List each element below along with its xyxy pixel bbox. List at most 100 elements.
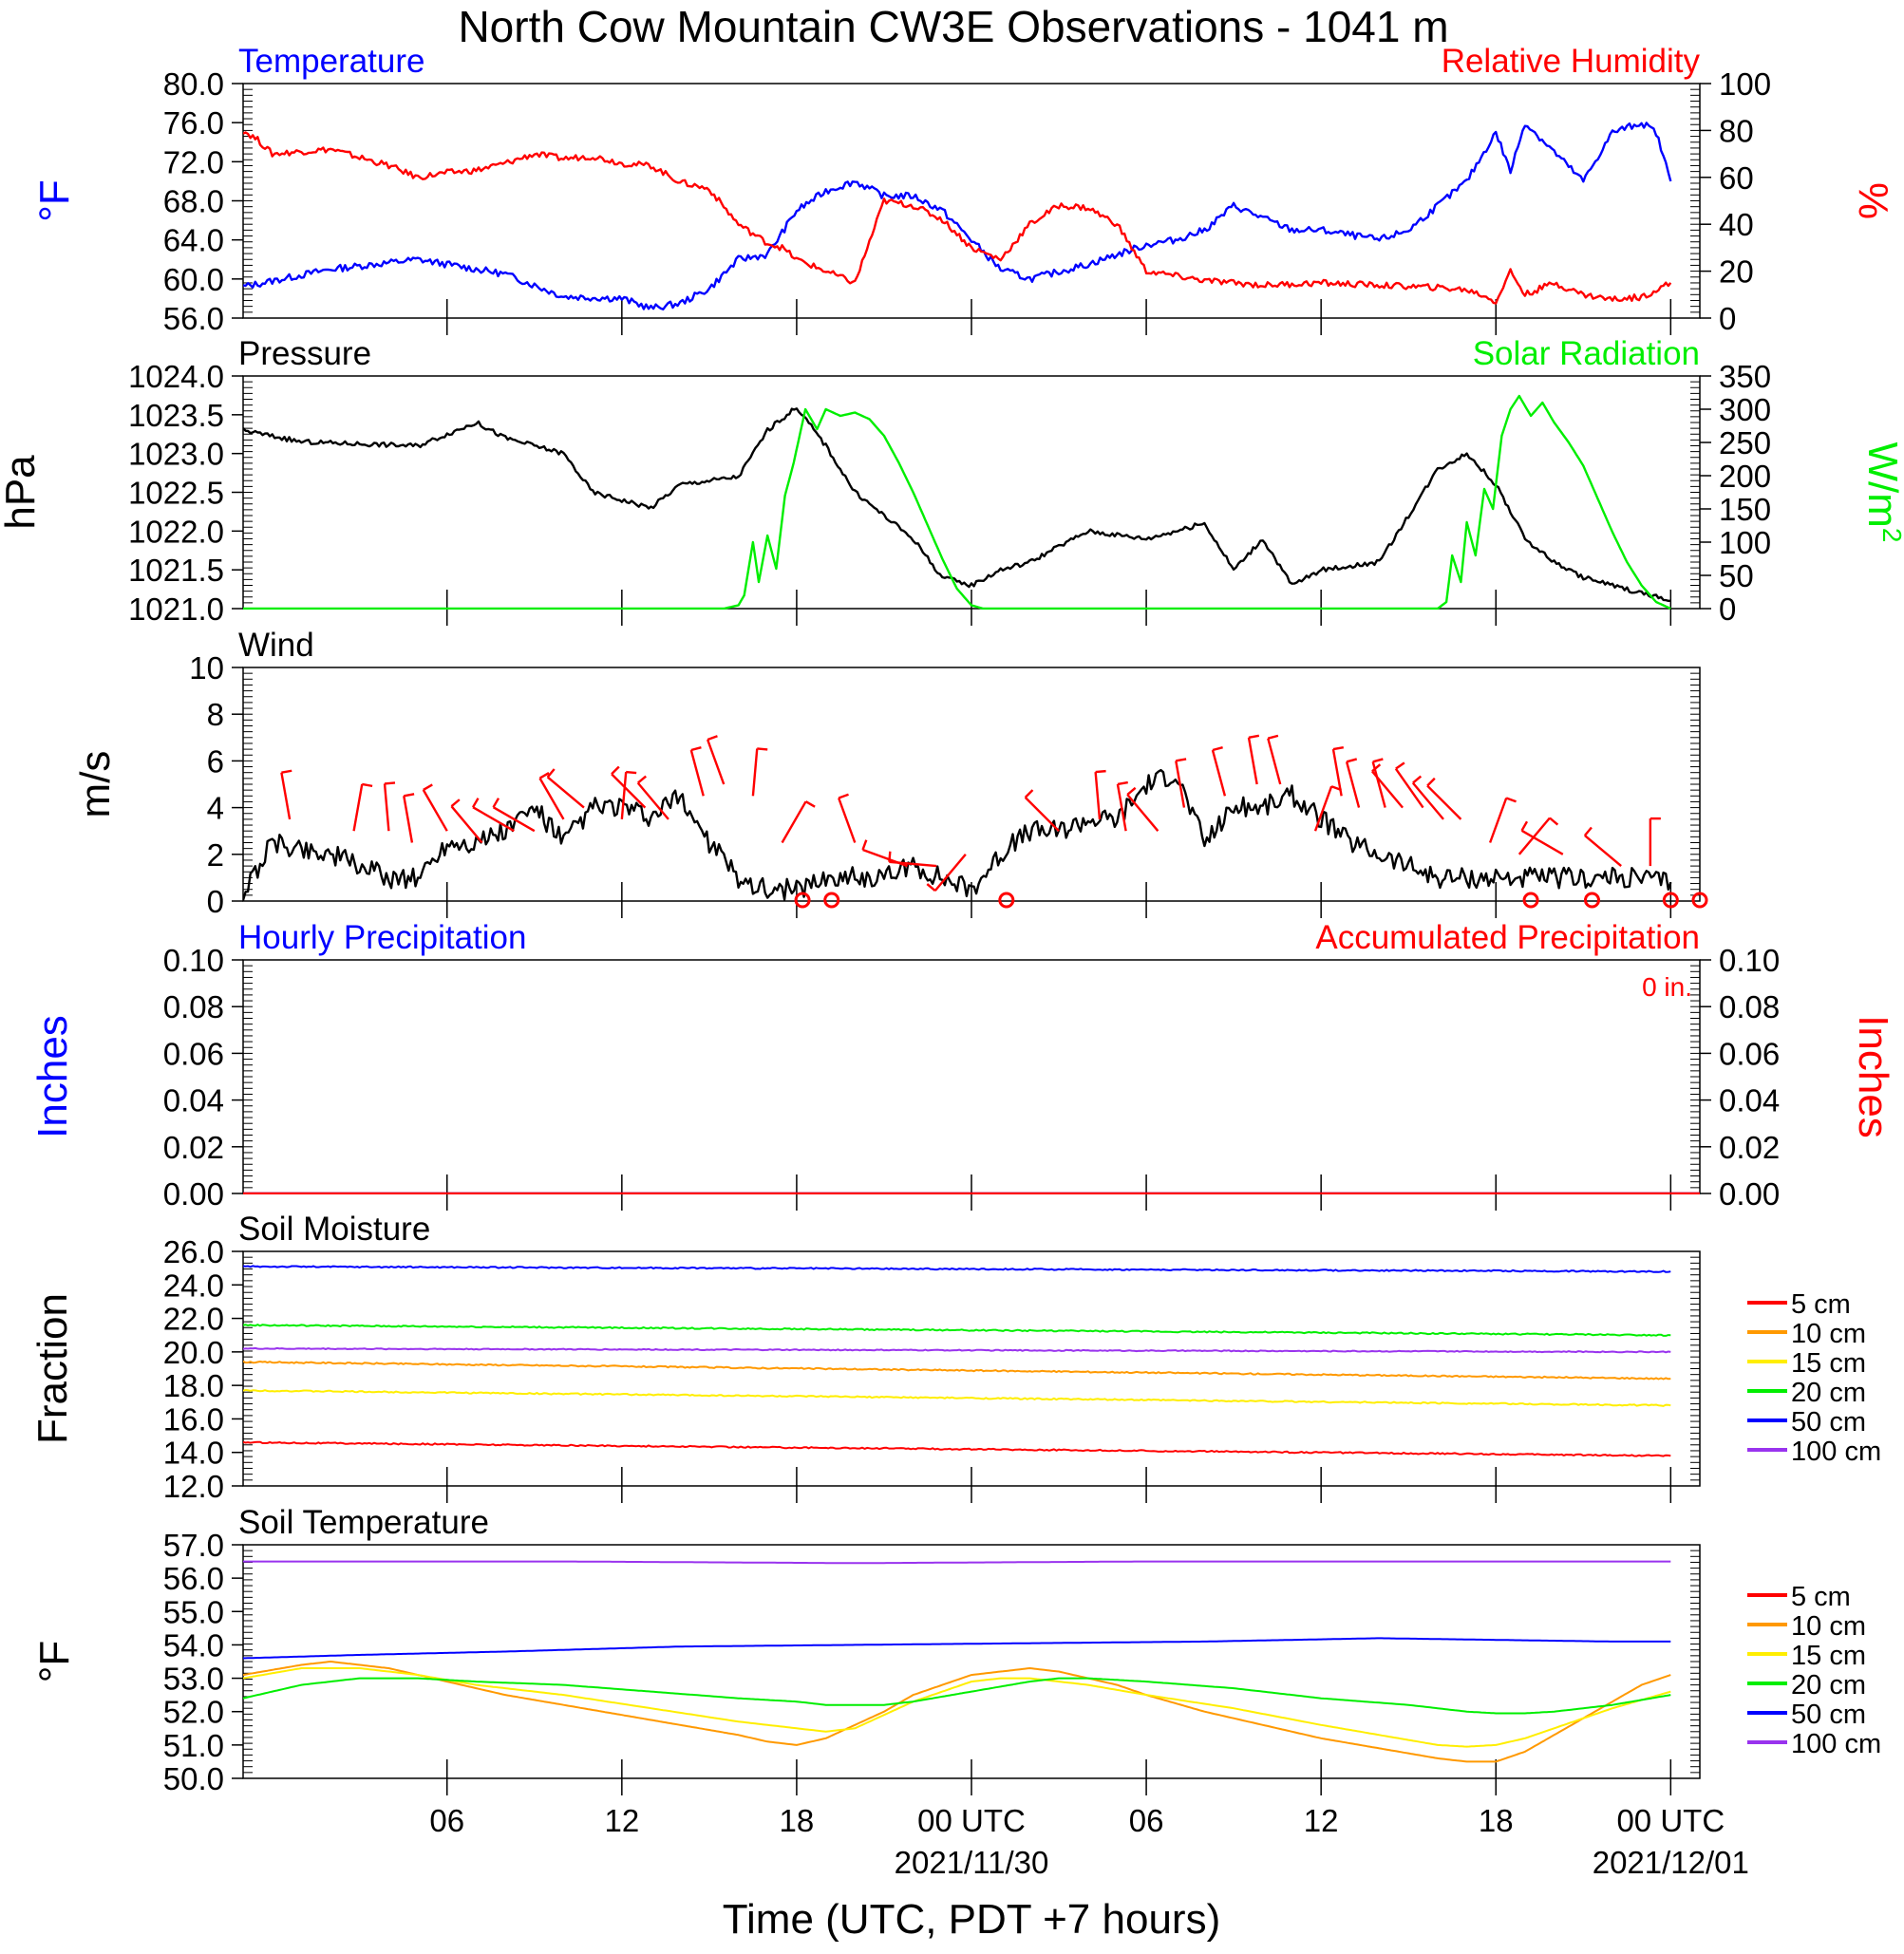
y-tick-label: 55.0 xyxy=(163,1594,224,1629)
y2-tick-label: 50 xyxy=(1719,558,1754,593)
wind-barb-flag xyxy=(1522,821,1528,831)
series-line-temperature xyxy=(243,122,1670,309)
wind-barb-flag xyxy=(1347,759,1357,761)
x-tick-label: 00 UTC xyxy=(917,1803,1026,1838)
wind-barb xyxy=(707,740,724,784)
wind-barb-flag xyxy=(281,771,292,773)
accum-value: 0 in. xyxy=(1642,972,1692,1002)
y2-tick-label: 0.06 xyxy=(1719,1036,1780,1071)
wind-barb-flag xyxy=(707,736,717,740)
plot-frame xyxy=(243,667,1700,901)
series-line-20-cm xyxy=(243,1325,1670,1336)
y2-tick-label: 0.10 xyxy=(1719,943,1780,978)
series-line-5-cm xyxy=(243,1442,1670,1456)
legend-label: 20 cm xyxy=(1791,1670,1866,1700)
wind-barb-flag xyxy=(404,794,414,796)
y-tick-label: 20.0 xyxy=(163,1335,224,1370)
y2-tick-label: 100 xyxy=(1719,66,1771,102)
wind-barb xyxy=(385,783,388,831)
x-tick-date: 2021/11/30 xyxy=(895,1845,1049,1880)
y2-tick-label: 200 xyxy=(1719,459,1771,494)
wind-barb-flag xyxy=(612,766,619,774)
wind-barb xyxy=(1213,750,1225,796)
wind-barb xyxy=(1249,738,1257,784)
y-tick-label: 24.0 xyxy=(163,1268,224,1303)
wind-barb-flag xyxy=(473,799,479,808)
series-line-100-cm xyxy=(243,1348,1670,1352)
wind-barb xyxy=(1396,769,1423,808)
x-tick-label: 18 xyxy=(780,1803,815,1838)
unit-superscript: 2 xyxy=(1878,528,1904,543)
wind-barb-flag xyxy=(927,884,934,891)
y-tick-label: 50.0 xyxy=(163,1761,224,1796)
y-tick-label: 51.0 xyxy=(163,1728,224,1763)
wind-barb xyxy=(1127,795,1158,831)
y-tick-label: 6 xyxy=(207,743,224,779)
panel-press_solar: 1024.01023.51023.01022.51022.01021.51021… xyxy=(0,335,1904,627)
wind-barb-calm xyxy=(1000,893,1013,907)
plot-frame xyxy=(243,376,1700,609)
legend-label: 15 cm xyxy=(1791,1348,1866,1379)
y2-tick-label: 0.08 xyxy=(1719,989,1780,1024)
legend-label: 20 cm xyxy=(1791,1378,1866,1408)
x-tick-label: 12 xyxy=(604,1803,639,1838)
plot-frame xyxy=(243,960,1700,1193)
wind-barb xyxy=(622,772,626,819)
wind-barb-flag xyxy=(889,852,890,862)
x-tick-label: 00 UTC xyxy=(1616,1803,1725,1838)
y-tick-label: 60.0 xyxy=(163,262,224,297)
y-tick-label: 16.0 xyxy=(163,1401,224,1437)
y-tick-label: 0.08 xyxy=(163,989,224,1024)
wind-barb xyxy=(424,790,447,831)
legend-label: 15 cm xyxy=(1791,1641,1866,1671)
wind-barb-calm xyxy=(1585,893,1598,907)
y-axis-unit-left: Inches xyxy=(29,1015,76,1138)
wind-barb xyxy=(782,801,806,842)
y2-tick-label: 250 xyxy=(1719,425,1771,460)
wind-barb-flag xyxy=(1118,782,1128,784)
y-tick-label: 52.0 xyxy=(163,1695,224,1730)
y2-tick-label: 100 xyxy=(1719,525,1771,560)
wind-barb-flag xyxy=(1268,736,1278,739)
plot-frame xyxy=(243,1251,1700,1486)
panel-precip: 0.100.080.060.040.020.000.100.080.060.04… xyxy=(29,919,1896,1212)
wind-barb-flag xyxy=(424,784,433,790)
plot-frame xyxy=(243,84,1700,318)
y-tick-label: 53.0 xyxy=(163,1662,224,1697)
wind-barb-flag xyxy=(1585,828,1592,836)
y-tick-label: 68.0 xyxy=(163,184,224,219)
y-axis-unit-left: m/s xyxy=(72,751,119,818)
y2-tick-label: 150 xyxy=(1719,492,1771,527)
legend-label: 10 cm xyxy=(1791,1611,1866,1642)
wind-barb xyxy=(404,796,412,842)
legend-label: 5 cm xyxy=(1791,1582,1851,1612)
y-axis-unit-right: Inches xyxy=(1850,1015,1896,1138)
wind-barb xyxy=(1347,761,1359,807)
y2-tick-label: 350 xyxy=(1719,359,1771,394)
wind-barb-flag xyxy=(839,795,848,799)
panel-title-left: Soil Moisture xyxy=(238,1211,430,1248)
wind-barb xyxy=(1427,786,1461,819)
panel-title-left: Soil Temperature xyxy=(238,1504,489,1541)
panel-title-right: Relative Humidity xyxy=(1442,43,1701,80)
wind-barb xyxy=(691,750,704,796)
x-tick-label: 18 xyxy=(1479,1803,1514,1838)
wind-barb-flag xyxy=(362,784,372,786)
y-tick-label: 80.0 xyxy=(163,66,224,102)
series-line-10-cm xyxy=(243,1362,1670,1380)
wind-barb xyxy=(1519,817,1550,854)
wind-barb xyxy=(451,806,481,842)
y-tick-label: 56.0 xyxy=(163,301,224,336)
wind-barb-flag xyxy=(1213,747,1223,750)
legend-label: 100 cm xyxy=(1791,1437,1881,1467)
wind-barb-flag xyxy=(626,772,636,773)
wind-barb xyxy=(1585,836,1621,866)
wind-barb xyxy=(1372,771,1403,807)
series-line-50-cm xyxy=(243,1266,1670,1272)
wind-barb-flag xyxy=(1427,779,1435,786)
wind-barb-flag xyxy=(493,799,499,808)
wind-barb-calm xyxy=(1524,893,1537,907)
